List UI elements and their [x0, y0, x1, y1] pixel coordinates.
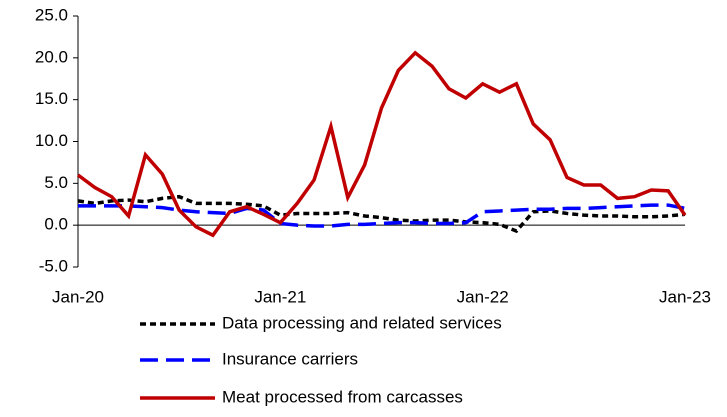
- legend-label: Data processing and related services: [222, 313, 502, 332]
- y-tick-label: 10.0: [35, 131, 68, 150]
- series-line: [77, 194, 686, 234]
- y-tick-label: 25.0: [35, 5, 68, 24]
- y-tick-label: 15.0: [35, 89, 68, 108]
- x-tick-label: Jan-23: [659, 287, 711, 306]
- y-tick-label: 20.0: [35, 47, 68, 66]
- series-line: [76, 50, 687, 238]
- x-tick-label: Jan-22: [457, 287, 509, 306]
- legend-label: Meat processed from carcasses: [222, 387, 463, 406]
- x-tick-label: Jan-21: [254, 287, 306, 306]
- x-tick-label: Jan-20: [52, 287, 104, 306]
- y-tick-label: -5.0: [39, 256, 68, 275]
- legend-label: Insurance carriers: [222, 349, 358, 368]
- y-tick-label: 0.0: [44, 215, 68, 234]
- y-tick-label: 5.0: [44, 173, 68, 192]
